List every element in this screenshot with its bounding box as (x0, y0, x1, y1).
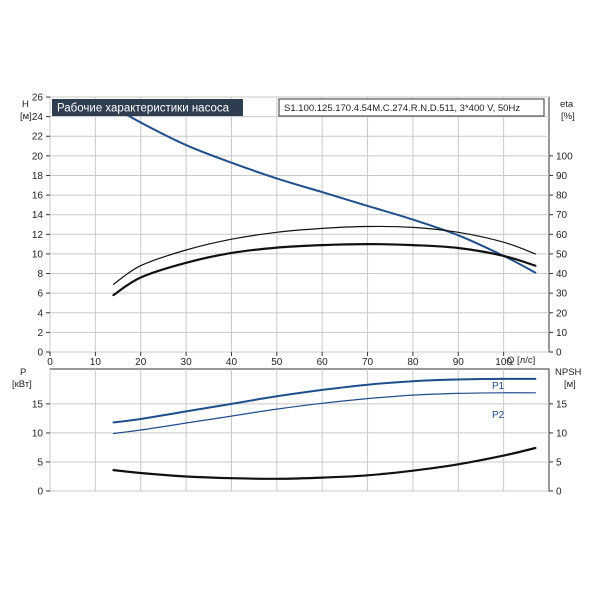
head-tick-label: 2 (37, 328, 43, 339)
bottom-panel-curves (112, 377, 537, 480)
flow-tick-label: 80 (407, 357, 419, 368)
efficiency-tick-label: 50 (556, 249, 568, 260)
power-tick-label: 15 (32, 399, 44, 410)
top-panel-curves (112, 105, 537, 297)
power-tick-label: 5 (37, 457, 43, 468)
head-tick-label: 10 (32, 249, 44, 260)
head-axis-unit: [м] (20, 111, 32, 122)
flow-tick-label: 50 (271, 357, 283, 368)
npsh-curve (112, 446, 537, 480)
npsh-axis-symbol: NPSH (555, 367, 582, 378)
p1-label: P1 (492, 381, 505, 392)
efficiency-axis-symbol: eta (560, 99, 574, 110)
efficiency-curve-thick (112, 242, 537, 297)
flow-tick-label: 0 (47, 357, 53, 368)
efficiency-tick-label: 100 (556, 151, 573, 162)
power-axis-unit: [кВт] (12, 379, 32, 390)
bottom-panel-ticks: 0 5 10 15 0 5 10 15 (32, 399, 568, 497)
head-tick-label: 26 (32, 93, 44, 104)
efficiency-tick-label: 80 (556, 191, 568, 202)
npsh-tick-label: 5 (556, 457, 562, 468)
head-curve (112, 105, 537, 274)
flow-tick-label: 70 (362, 357, 374, 368)
flow-tick-label: 100 (495, 357, 512, 368)
flow-tick-label: 60 (317, 357, 329, 368)
efficiency-axis-unit: [%] (561, 111, 575, 122)
head-tick-label: 0 (37, 348, 43, 359)
power-tick-label: 0 (37, 487, 43, 498)
head-tick-label: 12 (32, 230, 44, 241)
head-tick-label: 4 (37, 308, 43, 319)
power-axis-symbol: P (20, 367, 26, 378)
title-box (52, 99, 243, 116)
efficiency-tick-label: 20 (556, 308, 568, 319)
head-tick-label: 8 (37, 269, 43, 280)
npsh-tick-label: 15 (556, 399, 568, 410)
head-axis-symbol: H (22, 99, 29, 110)
p2-power-curve (112, 392, 536, 435)
flow-axis-label: Q [л/с] (507, 355, 535, 366)
top-panel-grid (49, 96, 549, 353)
efficiency-tick-label: 90 (556, 171, 568, 182)
npsh-tick-label: 0 (556, 487, 562, 498)
efficiency-curve-thin (112, 225, 536, 285)
head-tick-label: 6 (37, 289, 43, 300)
head-tick-label: 20 (32, 151, 44, 162)
flow-tick-label: 90 (453, 357, 465, 368)
npsh-axis-unit: [м] (564, 379, 576, 390)
head-tick-label: 24 (32, 112, 44, 123)
top-panel-ticks: 0246810121416182022242601020304050607080… (32, 93, 573, 369)
flow-tick-label: 40 (226, 357, 238, 368)
bottom-panel-grid (49, 369, 549, 492)
power-tick-label: 10 (32, 428, 44, 439)
efficiency-tick-label: 60 (556, 230, 568, 241)
efficiency-tick-label: 0 (556, 348, 562, 359)
efficiency-tick-label: 30 (556, 289, 568, 300)
head-tick-label: 14 (32, 210, 44, 221)
flow-tick-label: 10 (90, 357, 102, 368)
chart-title: Рабочие характеристики насоса (57, 103, 230, 115)
head-tick-label: 16 (32, 191, 44, 202)
efficiency-tick-label: 70 (556, 210, 568, 221)
efficiency-tick-label: 40 (556, 269, 568, 280)
model-box (278, 98, 545, 117)
pump-model: S1.100.125.170.4.54M.C.274.R.N.D.511, 3*… (284, 103, 520, 114)
head-tick-label: 22 (32, 132, 44, 143)
npsh-tick-label: 10 (556, 428, 568, 439)
flow-tick-label: 30 (181, 357, 193, 368)
p2-label: P2 (492, 410, 505, 421)
p1-power-curve (112, 377, 537, 424)
efficiency-tick-label: 10 (556, 328, 568, 339)
head-tick-label: 18 (32, 171, 44, 182)
flow-tick-label: 20 (135, 357, 147, 368)
